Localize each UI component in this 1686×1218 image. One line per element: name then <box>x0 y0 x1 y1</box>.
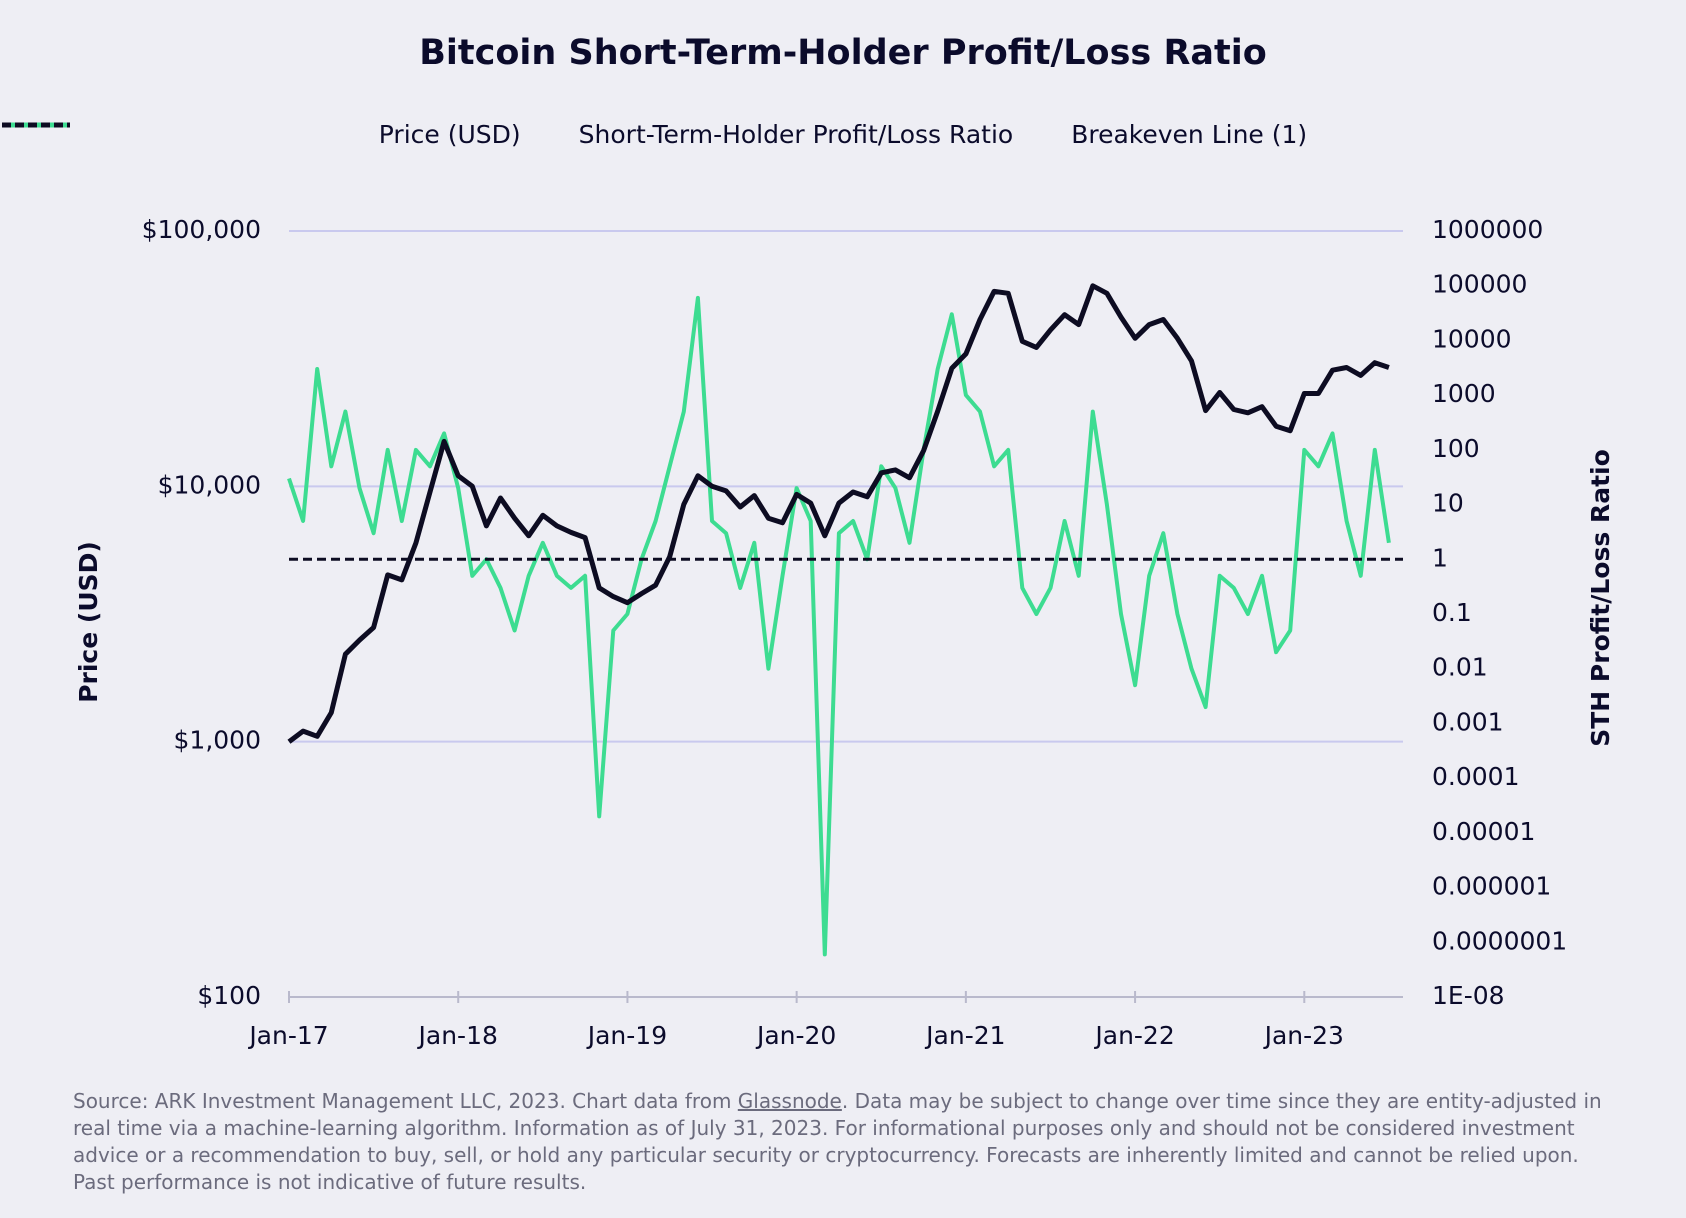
y2-tick-label: 100000 <box>1432 270 1527 299</box>
legend-swatch <box>2 122 70 128</box>
y2-tick-label: 0.0000001 <box>1432 926 1567 955</box>
source-text: . Data may be subject to change over tim… <box>73 1089 1602 1194</box>
y2-tick-label: 100 <box>1432 434 1480 463</box>
legend-label: Short-Term-Holder Profit/Loss Ratio <box>578 120 1014 149</box>
x-tick-label: Jan-18 <box>417 1021 498 1050</box>
y-axis-title: Price (USD) <box>74 541 103 703</box>
legend: Price (USD) Short-Term-Holder Profit/Loss… <box>0 120 1686 149</box>
x-tick-label: Jan-20 <box>755 1021 836 1050</box>
y-tick-label: $10,000 <box>158 470 261 499</box>
y2-tick-label: 10000 <box>1432 324 1512 353</box>
y2-tick-label: 0.01 <box>1432 653 1488 682</box>
source-note: Source: ARK Investment Management LLC, 2… <box>73 1088 1618 1196</box>
y2-axis-title: STH Profit/Loss Ratio <box>1586 449 1615 747</box>
y2-tick-label: 10 <box>1432 489 1464 518</box>
x-tick-label: Jan-19 <box>586 1021 667 1050</box>
legend-item: Short-Term-Holder Profit/Loss Ratio <box>2 120 1014 149</box>
legend-label: Breakeven Line (1) <box>1071 120 1308 149</box>
y2-tick-label: 0.000001 <box>1432 872 1551 901</box>
legend-label: Price (USD) <box>378 120 521 149</box>
source-text: Source: ARK Investment Management LLC, 2… <box>73 1089 738 1113</box>
y2-tick-label: 0.1 <box>1432 598 1472 627</box>
y2-tick-label: 1E-08 <box>1432 981 1505 1010</box>
legend-item: Breakeven Line (1) <box>2 120 1308 149</box>
x-tick-label: Jan-21 <box>924 1021 1005 1050</box>
y2-tick-label: 0.00001 <box>1432 817 1535 846</box>
legend-item: Price (USD) <box>2 120 521 149</box>
x-tick-label: Jan-17 <box>247 1021 328 1050</box>
y-tick-label: $100,000 <box>142 215 261 244</box>
x-tick-label: Jan-22 <box>1093 1021 1174 1050</box>
y-tick-label: $1,000 <box>174 726 261 755</box>
series-line <box>287 283 1390 744</box>
x-tick-label: Jan-23 <box>1263 1021 1344 1050</box>
y2-tick-label: 0.001 <box>1432 707 1504 736</box>
series-line <box>287 295 1391 957</box>
y2-tick-label: 1 <box>1432 543 1448 572</box>
source-link[interactable]: Glassnode <box>737 1089 842 1113</box>
y2-tick-label: 0.0001 <box>1432 762 1519 791</box>
y2-tick-label: 1000000 <box>1432 215 1543 244</box>
chart-title: Bitcoin Short-Term-Holder Profit/Loss Ra… <box>419 33 1267 73</box>
y-tick-label: $100 <box>197 981 261 1010</box>
y2-tick-label: 1000 <box>1432 379 1496 408</box>
